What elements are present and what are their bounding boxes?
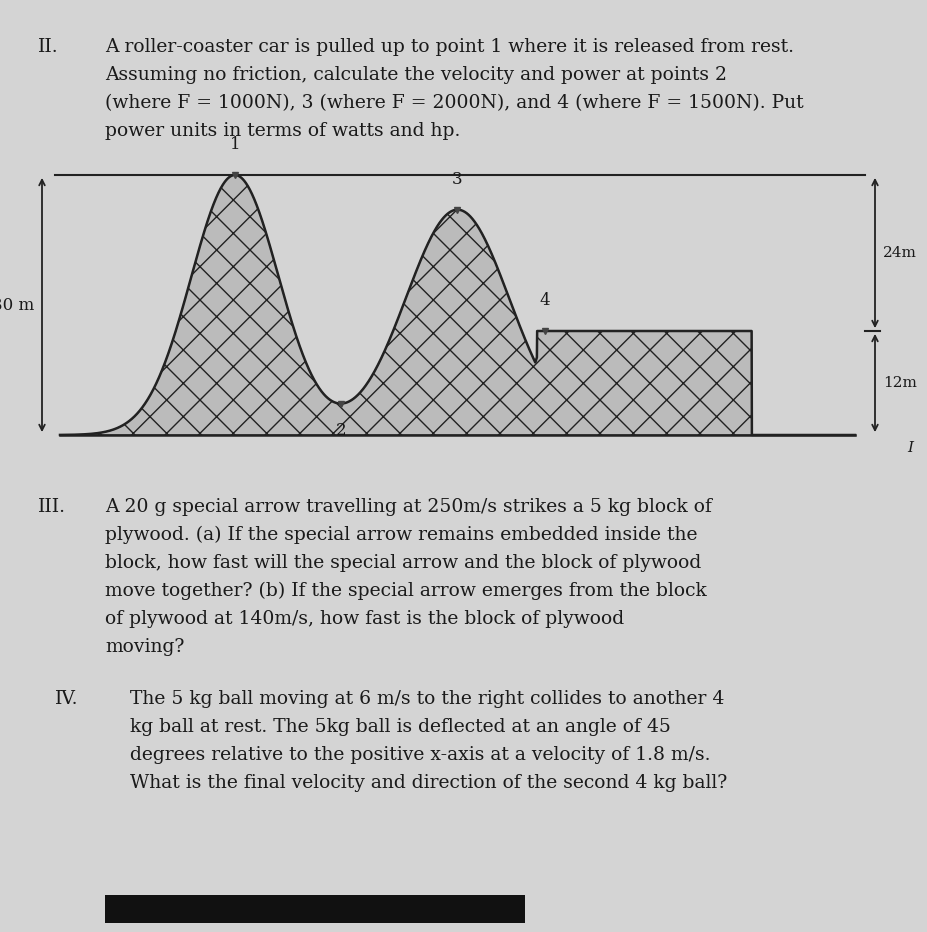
Text: What is the final velocity and direction of the second 4 kg ball?: What is the final velocity and direction… [130,774,727,792]
Text: I: I [906,441,912,455]
Text: (where F = 1000N), 3 (where F = 2000N), and 4 (where F = 1500N). Put: (where F = 1000N), 3 (where F = 2000N), … [105,94,803,112]
Bar [105,895,525,923]
Text: A roller-coaster car is pulled up to point 1 where it is released from rest.: A roller-coaster car is pulled up to poi… [105,38,794,56]
Text: The 5 kg ball moving at 6 m/s to the right collides to another 4: The 5 kg ball moving at 6 m/s to the rig… [130,690,724,708]
Text: IV.: IV. [55,690,79,708]
Text: plywood. (a) If the special arrow remains embedded inside the: plywood. (a) If the special arrow remain… [105,526,697,544]
Text: 12m: 12m [883,376,916,390]
Text: 2: 2 [335,421,346,439]
Text: 24m: 24m [883,246,916,260]
Text: 4: 4 [539,292,550,309]
Text: moving?: moving? [105,638,184,656]
Text: of plywood at 140m/s, how fast is the block of plywood: of plywood at 140m/s, how fast is the bl… [105,610,624,628]
Text: A 20 g special arrow travelling at 250m/s strikes a 5 kg block of: A 20 g special arrow travelling at 250m/… [105,498,711,516]
Text: power units in terms of watts and hp.: power units in terms of watts and hp. [105,122,460,140]
Polygon shape [60,175,854,435]
Text: III.: III. [38,498,66,516]
Text: block, how fast will the special arrow and the block of plywood: block, how fast will the special arrow a… [105,554,701,572]
Text: 1: 1 [229,136,240,153]
Text: 3: 3 [451,171,463,187]
Text: 30 m: 30 m [0,296,34,313]
Text: II.: II. [38,38,58,56]
Text: kg ball at rest. The 5kg ball is deflected at an angle of 45: kg ball at rest. The 5kg ball is deflect… [130,718,670,736]
Text: move together? (b) If the special arrow emerges from the block: move together? (b) If the special arrow … [105,582,706,600]
Text: degrees relative to the positive x-axis at a velocity of 1.8 m/s.: degrees relative to the positive x-axis … [130,746,710,764]
Text: Assuming no friction, calculate the velocity and power at points 2: Assuming no friction, calculate the velo… [105,66,726,84]
